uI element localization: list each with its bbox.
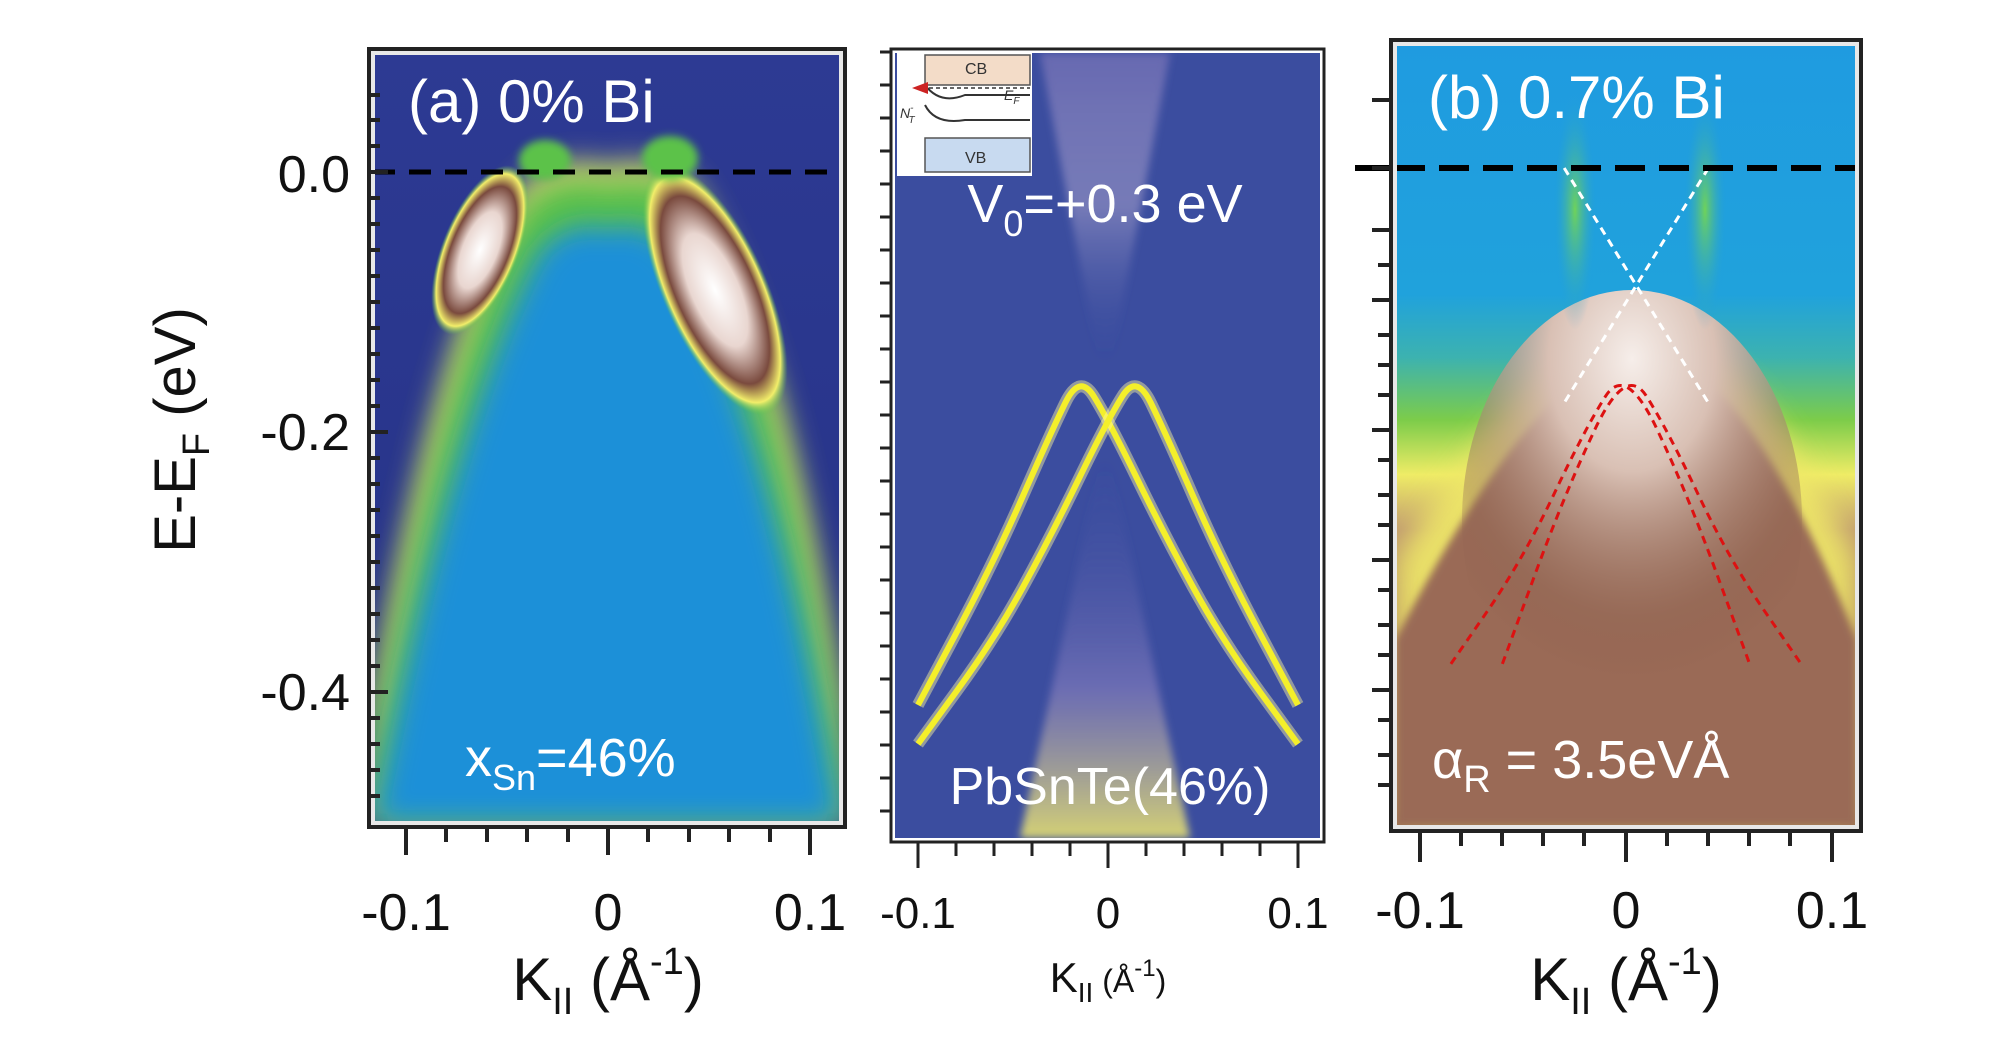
panel-calc-x-tick-label: 0.1	[1267, 889, 1328, 938]
panel-calc-x-axis-label-exp: -1	[1134, 955, 1155, 982]
y-axis-label-sub: F	[176, 433, 218, 456]
inset-nt-label: N-T	[900, 103, 915, 126]
panel-b-red-guide-1	[1449, 384, 1752, 665]
panel-b-red-guide-2	[1500, 384, 1803, 665]
panel-b-x-axis-label-main: K	[1530, 946, 1570, 1013]
panel-a-x-axis-label-sub: II	[552, 981, 573, 1023]
panel-b-white-guide-2	[1562, 167, 1710, 404]
panel-a: (a) 0% Bi xSn=46% -0.1 0 0.1 KII (Å-1)	[361, 47, 847, 1023]
panel-calc-x-ticks	[916, 842, 1300, 868]
panel-b-green-streak	[1553, 90, 1597, 330]
panel-b-frame-inner	[1393, 42, 1859, 829]
panel-b-guides-group	[1449, 167, 1803, 665]
panel-calc-series-group	[912, 380, 1304, 748]
panel-a-y-ticks	[369, 93, 388, 798]
panel-b: (b) 0.7% Bi αR = 3.5eVÅ -0.1 0 0.1 KII (…	[1355, 38, 1868, 1023]
panel-a-spot	[642, 136, 698, 180]
panel-calc-x-tick-label: -0.1	[880, 889, 956, 938]
panel-b-x-tick-label: -0.1	[1375, 882, 1465, 940]
panel-b-x-ticks	[1418, 831, 1834, 862]
panel-b-x-axis-label: KII (Å-1)	[1530, 941, 1722, 1023]
panel-calc-x-axis-label: KII (Å-1)	[1050, 954, 1166, 1008]
panel-b-x-axis-label-sub: II	[1570, 981, 1591, 1023]
panel-b-dome-highlight	[1462, 290, 1802, 750]
panel-calc-title-sub: 0	[1003, 203, 1023, 244]
panel-a-annotation-main: x	[465, 728, 492, 788]
panel-calc-cone-lower	[1020, 460, 1190, 838]
panel-calc-inset: CB EF N-T VB	[897, 53, 1032, 176]
panel-calc-x-axis-label-close: )	[1156, 963, 1167, 999]
inset-cb-band-edge	[924, 84, 1030, 100]
calc-series-line-2	[915, 383, 1301, 746]
inset-ef-main: E	[1004, 87, 1014, 103]
inset-cb-region	[924, 54, 1031, 86]
panel-calc-title-main: V	[967, 174, 1003, 234]
panel-calc-y-ticks	[880, 50, 891, 813]
panel-b-x-tick-label: 0	[1612, 882, 1641, 940]
y-axis-label-unit: (eV)	[143, 307, 208, 433]
panel-b-x-axis-label-exp: -1	[1668, 941, 1702, 983]
y-axis-label: E-EF (eV)	[143, 307, 218, 553]
panel-a-x-axis-label-exp: -1	[650, 941, 684, 983]
panel-a-x-axis-label: KII (Å-1)	[512, 941, 704, 1023]
panel-b-x-axis-label-close: )	[1702, 946, 1722, 1013]
panel-a-pocket-left	[431, 165, 529, 335]
panel-b-x-axis-label-unit: (Å	[1591, 946, 1668, 1013]
panel-a-x-tick-label: 0.1	[774, 884, 846, 942]
panel-calc-x-tick-label: 0	[1096, 889, 1120, 938]
inset-ef-sub: F	[1013, 96, 1020, 107]
inset-vb-label: VB	[965, 150, 986, 167]
panel-b-annotation-sub: R	[1463, 759, 1490, 801]
panel-a-x-axis-label-main: K	[512, 946, 552, 1013]
panel-calc-x-axis-label-unit: (Å	[1093, 963, 1135, 999]
inset-vb-region	[924, 137, 1031, 173]
y-tick-label: -0.4	[260, 664, 350, 722]
panel-a-x-axis-label-close: )	[684, 946, 704, 1013]
panel-b-annotation-main: α	[1432, 730, 1463, 790]
inset-nt-sub: T	[908, 115, 915, 126]
inset-vb-band-edge	[924, 104, 1030, 122]
inset-nt-main: N	[900, 105, 911, 121]
panel-calc-cone-upper	[1040, 53, 1170, 360]
panel-b-green-streak	[1683, 90, 1727, 330]
panel-a-x-tick-label: -0.1	[361, 884, 451, 942]
y-tick-label: -0.2	[260, 404, 350, 462]
panel-a-annotation-sub: Sn	[492, 757, 536, 798]
panel-calc-x-axis-label-sub: II	[1078, 977, 1094, 1008]
panel-b-title: (b) 0.7% Bi	[1428, 64, 1725, 131]
panel-b-white-guide-1	[1562, 167, 1710, 404]
panel-b-annotation: αR = 3.5eVÅ	[1432, 730, 1729, 801]
panel-a-frame-inner	[371, 51, 843, 825]
panel-calc-x-axis-label-main: K	[1050, 954, 1078, 1001]
y-tick-label: 0.0	[278, 146, 350, 204]
panel-a-annotation-rest: =46%	[536, 728, 676, 788]
svg-text:E-EF (eV): E-EF (eV)	[143, 307, 218, 553]
panel-calc: CB EF N-T VB	[880, 47, 1329, 1008]
panel-a-pocket-right	[642, 164, 788, 416]
inset-nt-marker	[912, 82, 928, 94]
panel-calc-title: V0=+0.3 eV	[967, 174, 1242, 244]
inset-cb-label: CB	[965, 61, 987, 78]
panel-calc-annotation: PbSnTe(46%)	[950, 758, 1271, 816]
panel-b-annotation-rest: = 3.5eVÅ	[1491, 730, 1730, 790]
y-axis-label-main: E-E	[143, 456, 208, 553]
panel-a-x-axis-label-unit: (Å	[573, 946, 650, 1013]
panel-a-x-ticks	[404, 827, 812, 855]
calc-series-line-1	[915, 383, 1301, 746]
panel-b-x-tick-label: 0.1	[1796, 882, 1868, 940]
panel-calc-title-rest: =+0.3 eV	[1023, 174, 1242, 234]
inset-ef-label: EF	[1004, 87, 1020, 107]
inset-nt-sup: -	[910, 103, 914, 114]
panel-a-x-tick-label: 0	[594, 884, 623, 942]
panel-a-title: (a) 0% Bi	[408, 68, 655, 135]
panel-b-y-ticks	[1372, 98, 1391, 787]
panel-a-annotation: xSn=46%	[465, 728, 676, 798]
